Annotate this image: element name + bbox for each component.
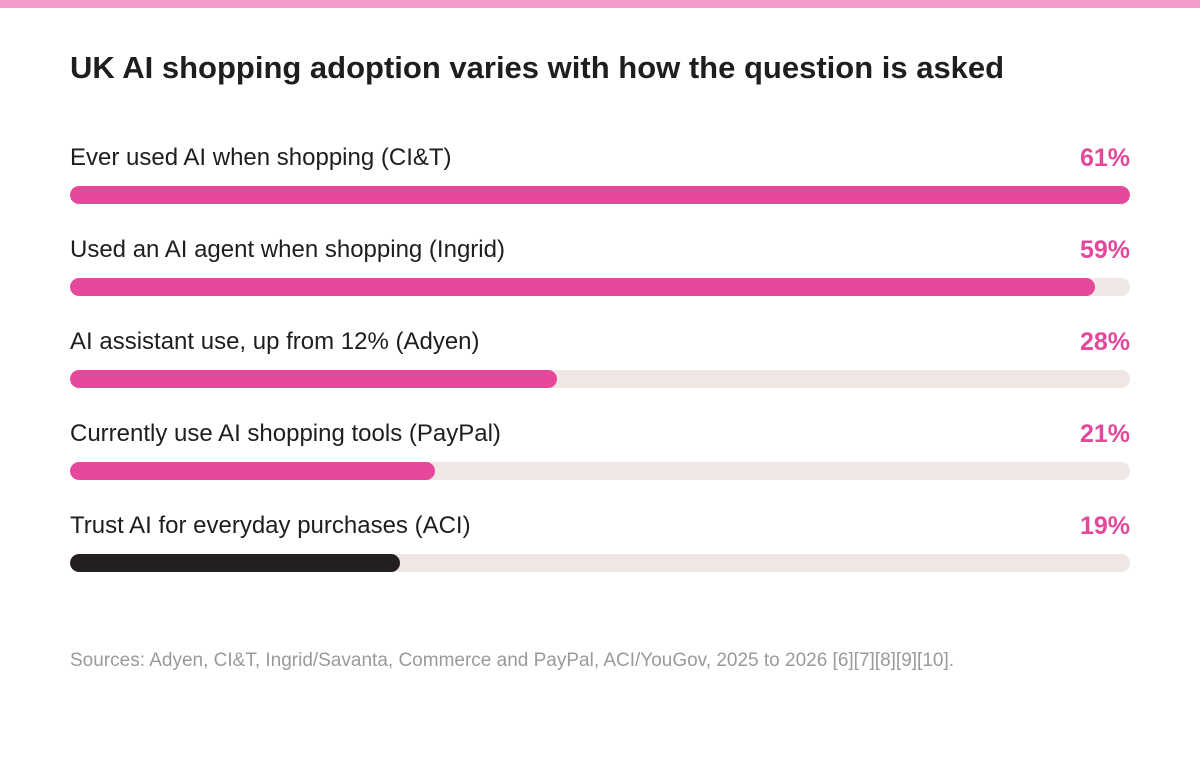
bar-row: Currently use AI shopping tools (PayPal)… [70,414,1130,506]
bar-row: Ever used AI when shopping (CI&T) 61% [70,138,1130,230]
bar-category-label: Currently use AI shopping tools (PayPal) [70,420,501,447]
bar-row-header: Ever used AI when shopping (CI&T) 61% [70,138,1130,182]
bar-row-header: Used an AI agent when shopping (Ingrid) … [70,230,1130,274]
top-accent-strip [0,0,1200,8]
bar-category-label: Ever used AI when shopping (CI&T) [70,144,452,171]
bar-row-header: Currently use AI shopping tools (PayPal)… [70,414,1130,458]
bar [70,554,400,572]
bar [70,186,1130,204]
bar-row: AI assistant use, up from 12% (Adyen) 28… [70,322,1130,414]
bar-row-header: AI assistant use, up from 12% (Adyen) 28… [70,322,1130,366]
bar [70,370,557,388]
chart-title: UK AI shopping adoption varies with how … [70,50,1005,85]
bar [70,462,435,480]
bar-row-header: Trust AI for everyday purchases (ACI) 19… [70,506,1130,550]
sources-note: Sources: Adyen, CI&T, Ingrid/Savanta, Co… [70,650,955,671]
bar-track [70,370,1130,388]
bar-track [70,462,1130,480]
bar-value-label: 59% [1079,236,1130,264]
bar-row: Trust AI for everyday purchases (ACI) 19… [70,506,1130,598]
bar-track [70,186,1130,204]
chart-card: UK AI shopping adoption varies with how … [70,48,1130,598]
bar-category-label: Trust AI for everyday purchases (ACI) [70,512,471,539]
bar-value-label: 61% [1079,144,1130,172]
bar-value-label: 28% [1079,328,1130,356]
bar-category-label: Used an AI agent when shopping (Ingrid) [70,236,505,263]
bar-row: Used an AI agent when shopping (Ingrid) … [70,230,1130,322]
bar [70,278,1095,296]
bar-track [70,554,1130,572]
bar-value-label: 21% [1079,420,1130,448]
bar-track [70,278,1130,296]
bar-category-label: AI assistant use, up from 12% (Adyen) [70,328,480,355]
bar-rows: Ever used AI when shopping (CI&T) 61% Us… [70,138,1130,598]
bar-value-label: 19% [1079,512,1130,540]
